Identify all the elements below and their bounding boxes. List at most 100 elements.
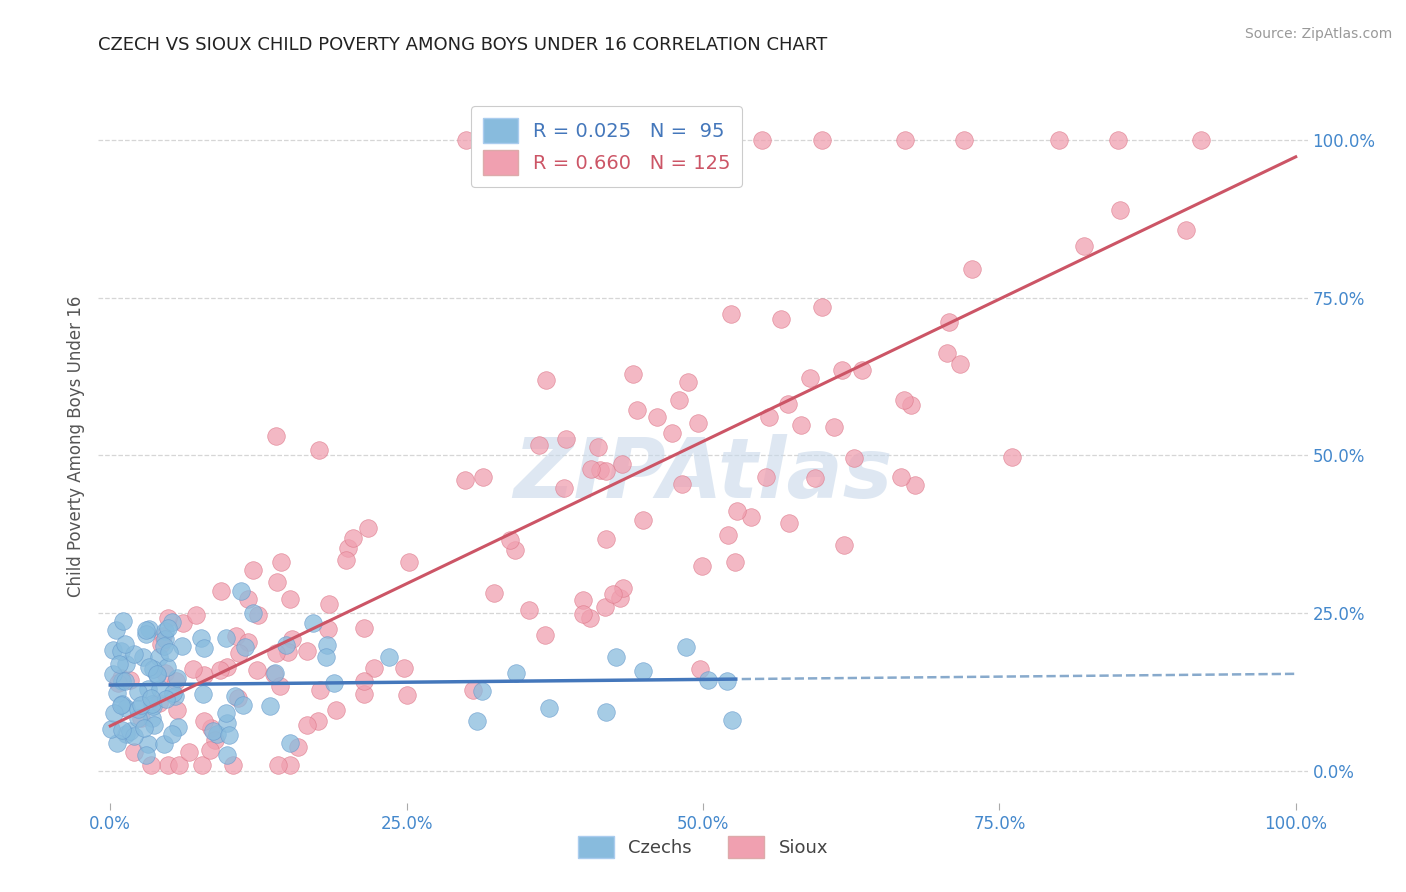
Point bbox=[149, 682, 172, 697]
Point bbox=[1108, 202, 1130, 217]
Point bbox=[190, 632, 212, 646]
Point bbox=[135, 627, 157, 641]
Point bbox=[193, 640, 215, 655]
Point bbox=[612, 581, 634, 595]
Point bbox=[281, 632, 304, 646]
Point bbox=[131, 711, 153, 725]
Point bbox=[538, 700, 561, 714]
Point bbox=[335, 553, 357, 567]
Point bbox=[162, 686, 184, 700]
Point bbox=[342, 531, 364, 545]
Point bbox=[631, 513, 654, 527]
Point bbox=[232, 698, 254, 712]
Point bbox=[127, 702, 149, 716]
Point bbox=[755, 469, 778, 483]
Point bbox=[316, 638, 339, 652]
Point bbox=[153, 665, 176, 680]
Point bbox=[264, 429, 287, 443]
Point bbox=[605, 650, 627, 665]
Point bbox=[153, 624, 176, 638]
Point bbox=[357, 521, 380, 535]
Point bbox=[132, 721, 155, 735]
Point bbox=[316, 622, 339, 636]
Point bbox=[337, 541, 360, 555]
Point bbox=[491, 133, 513, 147]
Point bbox=[115, 727, 138, 741]
Point bbox=[181, 662, 204, 676]
Point bbox=[139, 690, 162, 705]
Point bbox=[173, 615, 195, 630]
Point bbox=[110, 671, 132, 685]
Point bbox=[465, 714, 488, 728]
Point bbox=[952, 133, 974, 147]
Point bbox=[148, 649, 170, 664]
Point bbox=[668, 392, 690, 407]
Point bbox=[689, 662, 711, 676]
Point bbox=[900, 398, 922, 412]
Point bbox=[724, 556, 747, 570]
Point bbox=[529, 437, 551, 451]
Point bbox=[1107, 133, 1129, 147]
Point bbox=[325, 703, 347, 717]
Point bbox=[135, 624, 157, 638]
Point bbox=[602, 587, 624, 601]
Point bbox=[101, 643, 124, 657]
Point bbox=[103, 667, 125, 681]
Point bbox=[231, 583, 253, 598]
Point bbox=[893, 393, 915, 408]
Point bbox=[221, 758, 243, 772]
Point bbox=[200, 721, 222, 735]
Point bbox=[165, 674, 187, 689]
Point bbox=[571, 593, 593, 607]
Point bbox=[247, 607, 270, 622]
Point bbox=[589, 463, 612, 477]
Point bbox=[111, 674, 134, 689]
Point bbox=[1189, 133, 1212, 147]
Point bbox=[263, 667, 285, 681]
Point bbox=[633, 664, 655, 678]
Point bbox=[676, 375, 699, 389]
Point bbox=[149, 637, 172, 651]
Point bbox=[242, 606, 264, 620]
Point bbox=[162, 727, 184, 741]
Point bbox=[132, 649, 155, 664]
Point bbox=[108, 657, 131, 671]
Point bbox=[276, 638, 298, 652]
Point bbox=[1001, 450, 1024, 464]
Point bbox=[307, 714, 329, 728]
Point bbox=[810, 133, 832, 147]
Point bbox=[110, 698, 132, 713]
Point bbox=[236, 591, 259, 606]
Point bbox=[471, 683, 494, 698]
Point bbox=[804, 470, 827, 484]
Point bbox=[536, 373, 558, 387]
Point bbox=[112, 614, 135, 628]
Point bbox=[156, 758, 179, 772]
Point bbox=[832, 538, 855, 552]
Point bbox=[111, 723, 134, 738]
Point bbox=[111, 697, 134, 711]
Point bbox=[226, 690, 249, 705]
Point bbox=[105, 686, 128, 700]
Point bbox=[127, 685, 149, 699]
Point bbox=[152, 628, 174, 642]
Point bbox=[505, 543, 527, 558]
Point bbox=[127, 711, 149, 725]
Point bbox=[170, 639, 193, 653]
Point bbox=[593, 599, 616, 614]
Point bbox=[270, 556, 292, 570]
Point bbox=[224, 690, 246, 704]
Point bbox=[267, 758, 290, 772]
Point bbox=[165, 689, 187, 703]
Point bbox=[851, 362, 873, 376]
Point bbox=[214, 706, 236, 721]
Point bbox=[156, 660, 179, 674]
Point bbox=[716, 673, 738, 688]
Point bbox=[353, 621, 375, 635]
Point bbox=[157, 621, 180, 635]
Point bbox=[100, 723, 122, 737]
Point bbox=[153, 632, 176, 647]
Point bbox=[131, 698, 153, 712]
Point bbox=[118, 673, 141, 687]
Point bbox=[586, 441, 609, 455]
